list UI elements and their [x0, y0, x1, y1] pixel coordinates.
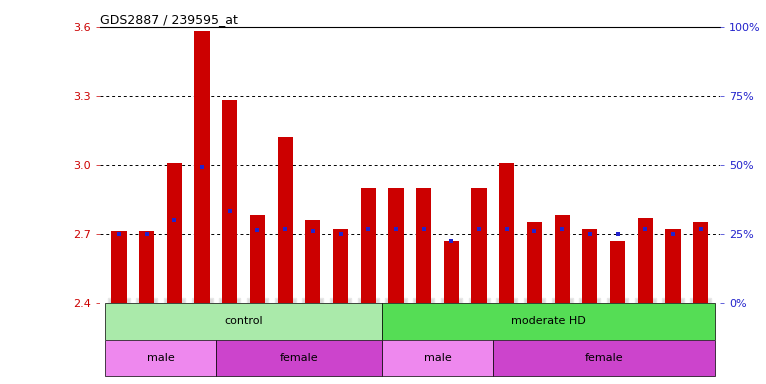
- Bar: [250, 215, 265, 303]
- Bar: [195, 31, 210, 303]
- Bar: [105, 339, 216, 376]
- Bar: [382, 303, 715, 339]
- Bar: [105, 303, 382, 339]
- Text: female: female: [280, 353, 319, 363]
- Text: male: male: [146, 353, 175, 363]
- Bar: [444, 241, 459, 303]
- Bar: [693, 222, 709, 303]
- Bar: [167, 162, 182, 303]
- Text: control: control: [224, 316, 263, 326]
- Text: female: female: [584, 353, 623, 363]
- Bar: [582, 229, 597, 303]
- Bar: [305, 220, 320, 303]
- Bar: [361, 188, 376, 303]
- Text: male: male: [424, 353, 451, 363]
- Bar: [499, 162, 515, 303]
- Bar: [388, 188, 404, 303]
- Text: GDS2887 / 239595_at: GDS2887 / 239595_at: [100, 13, 237, 26]
- Bar: [666, 229, 680, 303]
- Bar: [111, 232, 126, 303]
- Bar: [637, 218, 653, 303]
- Bar: [222, 101, 237, 303]
- Bar: [471, 188, 486, 303]
- Text: moderate HD: moderate HD: [511, 316, 586, 326]
- Bar: [139, 232, 154, 303]
- Bar: [382, 339, 493, 376]
- Bar: [610, 241, 625, 303]
- Bar: [555, 215, 570, 303]
- Bar: [216, 339, 382, 376]
- Bar: [333, 229, 349, 303]
- Bar: [277, 137, 293, 303]
- Bar: [527, 222, 542, 303]
- Bar: [416, 188, 431, 303]
- Bar: [493, 339, 715, 376]
